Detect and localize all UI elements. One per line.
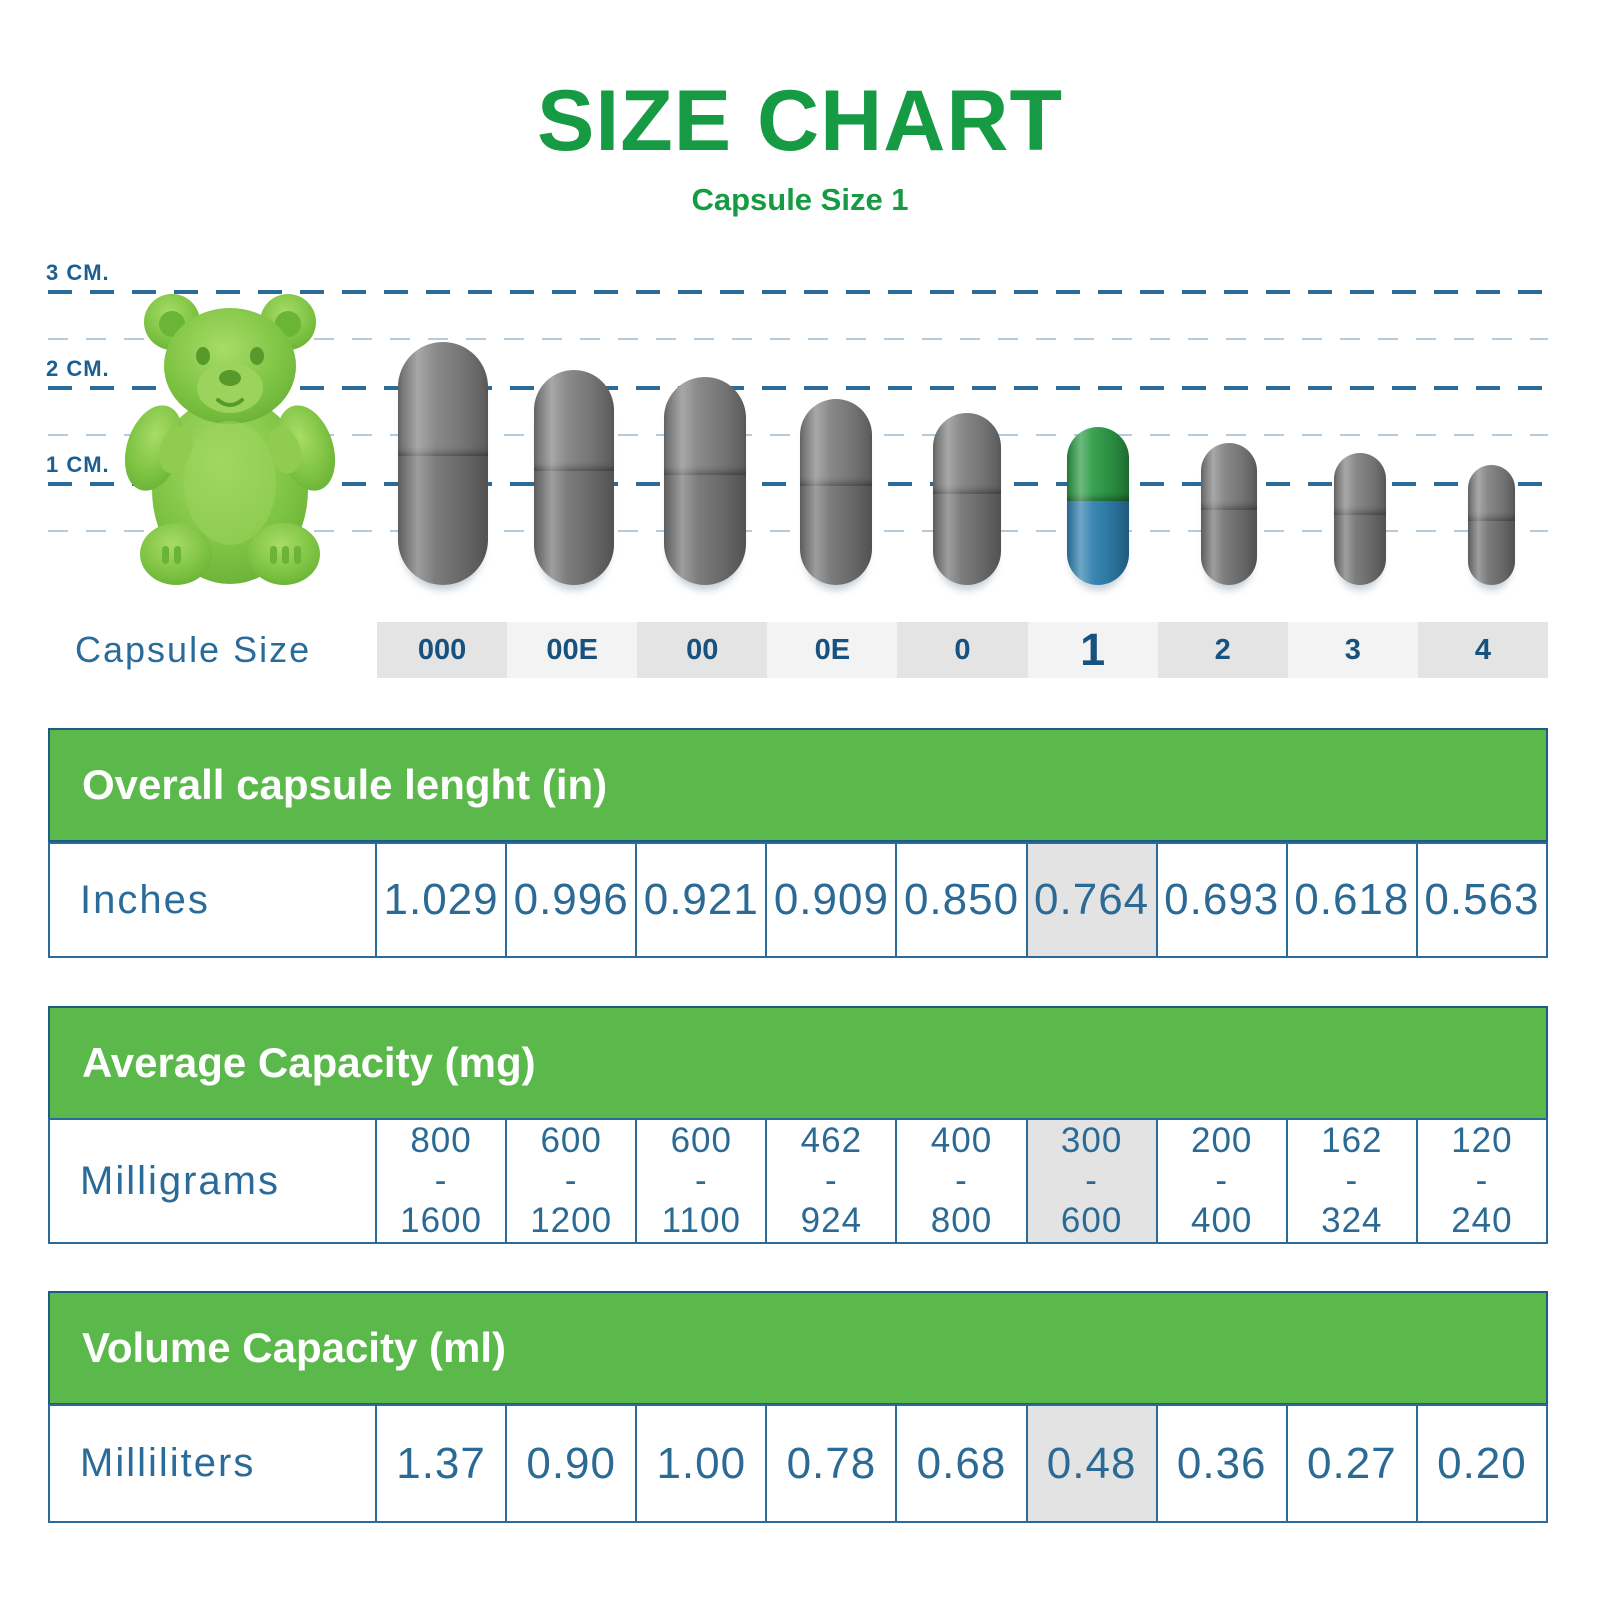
capsule-size-3: [1334, 453, 1386, 585]
table-header-volume-ml: Volume Capacity (ml): [48, 1291, 1548, 1405]
mg-value-00e: 600 - 1200: [507, 1120, 638, 1242]
size-cell-2: 2: [1157, 622, 1288, 678]
inches-value-2: 0.693: [1158, 844, 1288, 956]
mg-value-1-highlighted: 300 - 600: [1027, 1120, 1158, 1242]
mg-dash: -: [694, 1161, 708, 1200]
table-row-inches: Inches 1.029 0.996 0.921 0.909 0.850 0.7…: [48, 842, 1548, 958]
inches-value-00: 0.921: [637, 844, 768, 956]
capsule-size-0e: [800, 399, 872, 585]
inches-value-1-highlighted: 0.764: [1027, 844, 1158, 956]
ml-value-00e: 0.90: [507, 1406, 638, 1521]
table-row-milligrams: Milligrams 800 - 1600 600 - 1200 600 - 1…: [48, 1118, 1548, 1244]
mg-dash: -: [1345, 1161, 1359, 1200]
capsule-size-000: [398, 342, 488, 585]
ruler-label-1cm: 1 CM.: [46, 452, 110, 477]
size-cell-00e: 00E: [507, 622, 638, 678]
gummy-bear-illustration: [124, 294, 336, 585]
size-cell-0e: 0E: [767, 622, 898, 678]
ml-value-4: 0.20: [1437, 1438, 1527, 1488]
mg-from: 300: [1060, 1121, 1123, 1160]
mg-from: 200: [1191, 1121, 1253, 1160]
size-cell-3: 3: [1287, 622, 1418, 678]
row-label-inches: Inches: [50, 844, 377, 956]
mg-value-0e: 462 - 924: [767, 1120, 898, 1242]
ruler-line-0-5cm: [48, 530, 1548, 532]
mg-from: 120: [1451, 1121, 1513, 1160]
ml-value-0e: 0.78: [767, 1406, 898, 1521]
ml-value-2: 0.36: [1158, 1406, 1288, 1521]
inches-value-3: 0.618: [1288, 844, 1418, 956]
ruler-line-2cm: [48, 386, 1548, 390]
inches-value-0e: 0.909: [767, 844, 898, 956]
mg-to: 800: [930, 1201, 993, 1240]
mg-value-2: 200 - 400: [1158, 1120, 1288, 1242]
ml-value-000: 1.37: [377, 1406, 508, 1521]
inches-value-0: 0.850: [897, 844, 1028, 956]
size-cell-00: 00: [637, 622, 768, 678]
inches-value-000: 1.029: [377, 844, 508, 956]
capsule-size-4: [1468, 465, 1515, 585]
capsule-size-2: [1201, 443, 1257, 585]
mg-value-4: 120 - 240: [1418, 1120, 1546, 1242]
capsule-size-0: [933, 413, 1001, 585]
ruler-line-1cm: [48, 482, 1548, 486]
row-label-milliliters: Milliliters: [50, 1406, 377, 1521]
mg-from: 600: [670, 1121, 732, 1160]
page-title: SIZE CHART: [537, 73, 1063, 169]
size-cell-0: 0: [897, 622, 1028, 678]
capsule-size-00e: [534, 370, 614, 585]
mg-dash: -: [825, 1161, 838, 1200]
table-header-capacity-mg: Average Capacity (mg): [48, 1006, 1548, 1120]
mg-value-3: 162 - 324: [1288, 1120, 1418, 1242]
capsule-size-row-label: Capsule Size: [75, 629, 312, 670]
mg-dash: -: [955, 1161, 968, 1200]
capsule-size-diagram: 3 CM. 2 CM. 1 CM.: [0, 250, 1600, 675]
size-cell-000: 000: [377, 622, 508, 678]
mg-from: 600: [540, 1121, 602, 1160]
mg-to: 1600: [400, 1201, 482, 1240]
ruler-label-2cm: 2 CM.: [46, 356, 110, 381]
mg-to: 400: [1191, 1201, 1253, 1240]
mg-from: 162: [1321, 1121, 1383, 1160]
mg-to: 924: [800, 1201, 863, 1240]
mg-dash: -: [1475, 1161, 1489, 1200]
capsule-size-row: 000 00E 00 0E 0 1 2 3 4: [377, 622, 1548, 678]
mg-dash: -: [434, 1161, 448, 1200]
ml-value-00: 1.00: [637, 1406, 768, 1521]
mg-value-00: 600 - 1100: [637, 1120, 768, 1242]
ruler-line-1-5cm: [48, 434, 1548, 436]
ruler-line-3cm: [48, 290, 1548, 294]
mg-dash: -: [1215, 1161, 1229, 1200]
mg-from: 400: [930, 1121, 993, 1160]
inches-value-4: 0.563: [1424, 875, 1540, 924]
row-label-milligrams: Milligrams: [50, 1120, 377, 1242]
table-header-length: Overall capsule lenght (in): [48, 728, 1548, 842]
mg-dash: -: [1085, 1161, 1098, 1200]
ml-value-3: 0.27: [1288, 1406, 1418, 1521]
inches-value-00e: 0.996: [507, 844, 638, 956]
size-cell-1-highlighted: 1: [1027, 622, 1158, 678]
table-row-milliliters: Milliliters 1.37 0.90 1.00 0.78 0.68 0.4…: [48, 1404, 1548, 1523]
mg-from: 462: [800, 1121, 863, 1160]
mg-to: 1100: [661, 1201, 741, 1240]
capsule-size-00: [664, 377, 746, 585]
mg-to: 324: [1321, 1201, 1383, 1240]
mg-dash: -: [564, 1161, 578, 1200]
mg-to: 600: [1060, 1201, 1123, 1240]
ruler-line-2-5cm: [48, 338, 1548, 340]
mg-to: 1200: [530, 1201, 613, 1240]
mg-value-000: 800 - 1600: [377, 1120, 508, 1242]
mg-to: 240: [1451, 1201, 1513, 1240]
ml-value-0: 0.68: [897, 1406, 1028, 1521]
page-subtitle: Capsule Size 1: [691, 182, 909, 217]
ml-value-1-highlighted: 0.48: [1027, 1406, 1158, 1521]
mg-value-0: 400 - 800: [897, 1120, 1028, 1242]
mg-from: 800: [410, 1121, 472, 1160]
capsule-size-1-highlighted: [1067, 427, 1129, 585]
size-cell-4: 4: [1417, 622, 1548, 678]
ruler-label-3cm: 3 CM.: [46, 260, 110, 285]
